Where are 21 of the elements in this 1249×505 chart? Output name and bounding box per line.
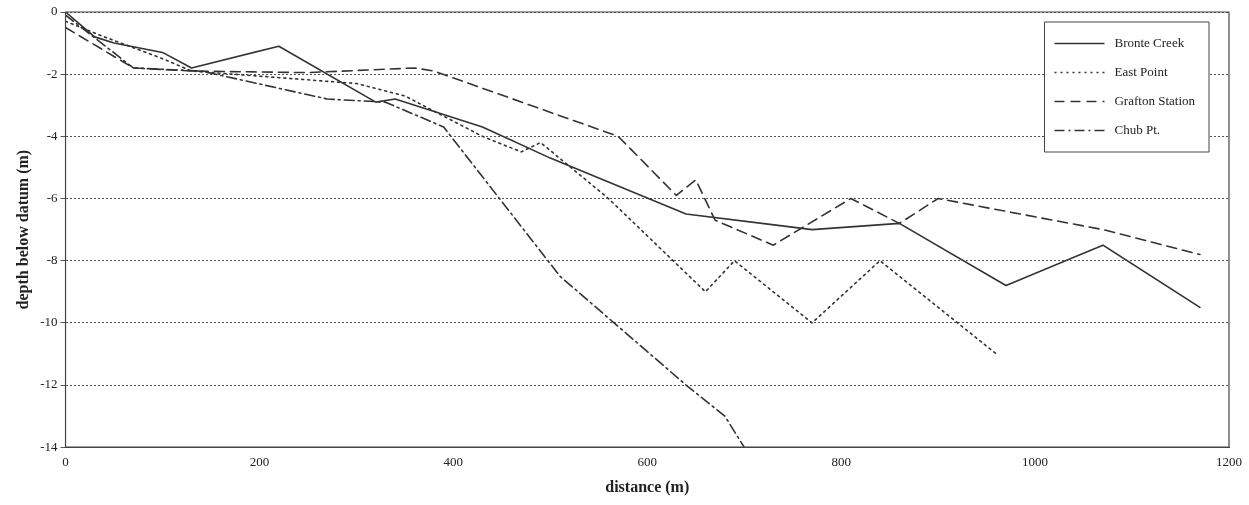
legend-label: Bronte Creek: [1114, 34, 1185, 50]
x-axis-title: distance (m): [605, 477, 690, 496]
y-tick-label: -12: [40, 376, 58, 392]
y-tick-label: -2: [46, 65, 58, 81]
x-tick-label: 1200: [1216, 454, 1242, 470]
x-tick-label: 200: [249, 454, 270, 470]
legend-label: Grafton Station: [1114, 92, 1196, 108]
x-tick-label: 0: [62, 454, 69, 470]
x-tick-label: 600: [637, 454, 658, 470]
legend-label: East Point: [1114, 63, 1168, 79]
x-tick-label: 800: [831, 454, 851, 470]
y-axis-title: depth below datum (m): [13, 149, 32, 310]
y-tick-label: 0: [51, 3, 58, 19]
y-tick-label: -6: [46, 189, 59, 205]
legend-label: Chub Pt.: [1114, 121, 1160, 137]
y-tick-label: -4: [46, 127, 59, 143]
x-tick-label: 400: [443, 454, 464, 470]
x-tick-label: 1000: [1022, 454, 1049, 470]
y-tick-label: -14: [40, 438, 59, 454]
y-tick-label: -8: [46, 252, 58, 268]
y-tick-label: -10: [40, 314, 58, 330]
